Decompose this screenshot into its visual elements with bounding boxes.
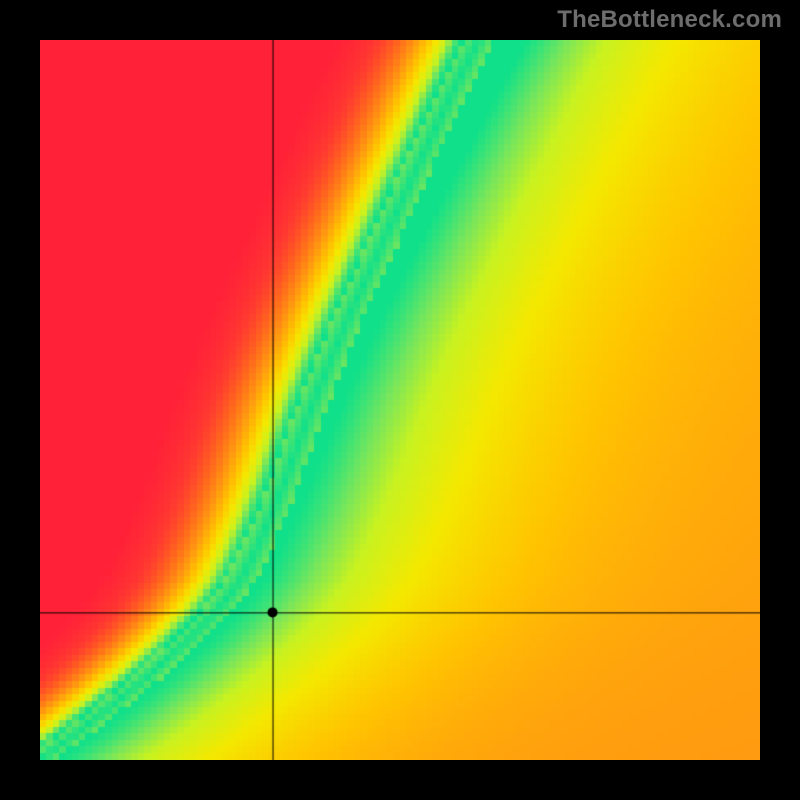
bottleneck-heatmap bbox=[40, 40, 760, 760]
watermark: TheBottleneck.com bbox=[557, 6, 782, 34]
